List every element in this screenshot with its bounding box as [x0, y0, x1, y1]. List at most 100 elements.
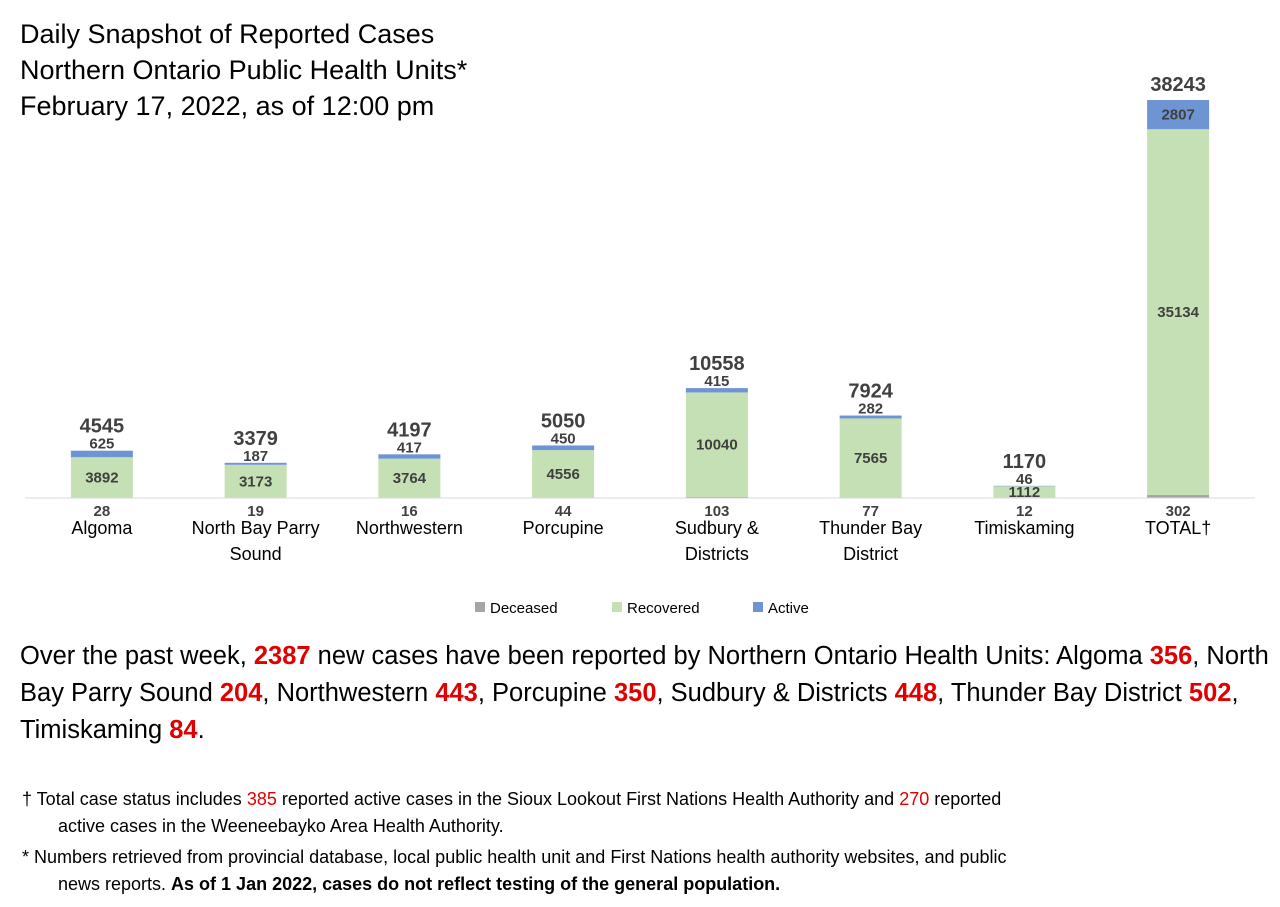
footnote-1-line-1: † Total case status includes 385 reporte…: [22, 786, 1262, 813]
label-recovered-4: 10040: [696, 437, 738, 454]
footnote-2-line-2: news reports. As of 1 Jan 2022, cases do…: [22, 871, 1262, 898]
label-deceased-2: 16: [401, 503, 418, 520]
label-active-1: 187: [243, 448, 268, 465]
footnote-1-weeneebayko-count: 270: [899, 789, 930, 809]
bar-active-5: [839, 415, 902, 419]
label-active-6: 46: [1016, 471, 1033, 488]
legend-label-recovered: Recovered: [627, 600, 700, 617]
bar-deceased-4: [685, 496, 748, 498]
label-recovered-5: 7565: [854, 450, 887, 467]
label-deceased-7: 302: [1166, 503, 1191, 520]
label-total-3: 5050: [541, 410, 586, 432]
footnote-2-bold-note: As of 1 Jan 2022, cases do not reflect t…: [171, 874, 781, 894]
bar-recovered-1: [224, 464, 287, 498]
weekly-summary: Over the past week, 2387 new cases have …: [20, 638, 1270, 749]
summary-text-2: new cases have been reported by Northern…: [310, 642, 1150, 670]
label-recovered-7: 35134: [1157, 304, 1199, 321]
legend-label-active: Active: [768, 600, 809, 617]
category-label-1-0: North Bay Parry: [192, 518, 320, 538]
bar-recovered-3: [532, 450, 595, 498]
footnote-1-text-a: † Total case status includes: [22, 789, 247, 809]
label-active-4: 415: [704, 373, 729, 390]
footnote-1-sioux-count: 385: [246, 789, 277, 809]
summary-north-bay: 204: [219, 679, 263, 707]
category-label-3-0: Porcupine: [523, 518, 604, 538]
summary-timiskaming: 84: [169, 716, 198, 744]
footnote-1-line-2: active cases in the Weeneebayko Area Hea…: [58, 816, 504, 836]
label-active-0: 625: [89, 436, 114, 453]
summary-text-6: , Sudbury & Districts: [656, 679, 895, 707]
label-active-5: 282: [858, 401, 883, 418]
summary-text-9: .: [197, 716, 205, 744]
summary-thunder-bay: 502: [1188, 679, 1232, 707]
category-label-5-1: District: [843, 544, 898, 564]
legend-label-deceased: Deceased: [490, 600, 558, 617]
summary-text-1: Over the past week,: [20, 642, 254, 670]
footnote-1-text-c: reported: [929, 789, 1002, 809]
label-active-3: 450: [551, 430, 576, 447]
category-label-4-0: Sudbury &: [675, 518, 759, 538]
summary-algoma: 356: [1149, 642, 1193, 670]
summary-total-new: 2387: [253, 642, 311, 670]
summary-text-3: , North Bay Parry Sound: [20, 642, 1269, 707]
footnote-dagger: † Total case status includes 385 reporte…: [22, 786, 1262, 840]
footnote-1-text-b: reported active cases in the Sioux Looko…: [276, 789, 900, 809]
category-label-7-0: TOTAL†: [1145, 518, 1211, 538]
summary-text-5: , Porcupine: [477, 679, 614, 707]
bars-layer: [70, 100, 1210, 498]
summary-sudbury: 448: [894, 679, 938, 707]
label-total-0: 4545: [80, 416, 125, 438]
title-line-1: Daily Snapshot of Reported Cases: [20, 19, 435, 49]
label-deceased-3: 44: [555, 503, 572, 520]
label-recovered-6: 1112: [1009, 484, 1041, 501]
summary-text-7: , Thunder Bay District: [937, 679, 1189, 707]
category-label-1-1: Sound: [230, 544, 282, 564]
label-total-2: 4197: [387, 419, 432, 441]
bar-recovered-4: [685, 392, 748, 497]
label-deceased-0: 28: [94, 503, 111, 520]
title-line-2: Northern Ontario Public Health Units*: [20, 55, 468, 85]
category-label-5-0: Thunder Bay: [819, 518, 922, 538]
category-label-2-0: Northwestern: [356, 518, 463, 538]
footnote-2-line-1: * Numbers retrieved from provincial data…: [22, 847, 1007, 867]
label-recovered-0: 3892: [85, 469, 118, 486]
bar-active-4: [685, 388, 748, 393]
footnote-asterisk: * Numbers retrieved from provincial data…: [22, 844, 1262, 898]
legend-swatch-recovered: [612, 602, 622, 612]
label-total-6: 1170: [1003, 451, 1046, 473]
bar-active-2: [378, 454, 441, 459]
label-active-2: 417: [397, 439, 422, 456]
bar-active-1: [224, 462, 287, 465]
chart-title: Daily Snapshot of Reported Cases Norther…: [20, 16, 467, 124]
bar-active-7: [1147, 100, 1210, 130]
summary-northwestern: 443: [435, 679, 478, 707]
bar-deceased-7: [1147, 494, 1210, 498]
category-label-4-1: Districts: [685, 544, 749, 564]
bar-recovered-2: [378, 458, 441, 498]
summary-text-8: , Timiskaming: [20, 679, 1239, 744]
label-total-7: 38243: [1150, 74, 1206, 96]
legend: Deceased Recovered Active: [475, 600, 809, 617]
bar-active-0: [70, 450, 133, 458]
bar-recovered-0: [70, 457, 133, 498]
label-deceased-1: 19: [247, 503, 264, 520]
label-recovered-1: 3173: [239, 473, 272, 490]
label-total-4: 10558: [689, 353, 745, 375]
label-deceased-5: 77: [862, 503, 879, 520]
category-labels: Algoma North Bay Parry Sound Northwestern Po…: [71, 518, 1211, 564]
bar-recovered-6: [993, 486, 1056, 498]
label-deceased-6: 12: [1016, 503, 1033, 520]
bar-recovered-5: [839, 418, 902, 498]
category-label-6-0: Timiskaming: [974, 518, 1074, 538]
summary-text-4: , Northwestern: [262, 679, 436, 707]
legend-swatch-active: [753, 602, 763, 612]
bar-active-3: [532, 445, 595, 451]
legend-swatch-deceased: [475, 602, 485, 612]
category-label-0-0: Algoma: [71, 518, 133, 538]
summary-porcupine: 350: [613, 679, 657, 707]
label-active-7: 2807: [1161, 107, 1194, 124]
label-total-1: 3379: [233, 428, 278, 450]
title-line-3: February 17, 2022, as of 12:00 pm: [20, 91, 435, 121]
